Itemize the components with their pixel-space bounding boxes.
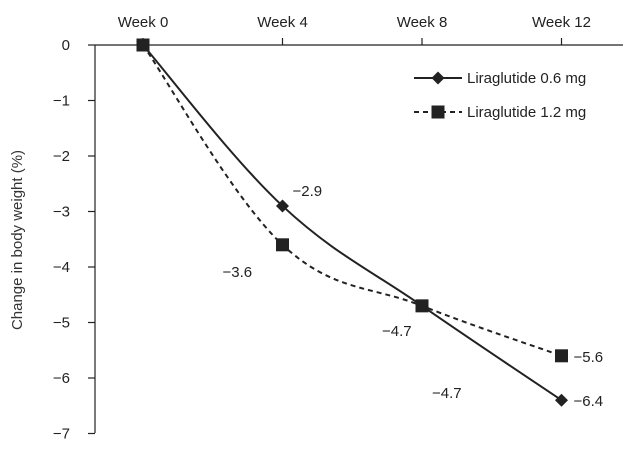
x-tick-label: Week 12 [532, 14, 591, 31]
series-2-point [555, 349, 568, 363]
x-tick-label: Week 0 [118, 14, 169, 31]
data-label: −5.6 [574, 349, 604, 366]
data-label: −4.7 [382, 323, 412, 340]
y-tick-label: −7 [53, 426, 70, 443]
y-axis-title: Change in body weight (%) [9, 150, 26, 330]
legend-label-1: Liraglutide 0.6 mg [467, 70, 586, 87]
series-2-point [415, 299, 429, 313]
y-tick-label: −2 [53, 148, 70, 165]
legend-marker-1 [431, 71, 445, 85]
y-tick-label: −6 [53, 370, 70, 387]
y-tick-label: −4 [53, 259, 70, 276]
y-tick-label: −3 [53, 204, 70, 221]
series-2-point [276, 238, 289, 252]
x-tick-label: Week 4 [257, 14, 308, 31]
y-tick-label: −1 [53, 93, 70, 110]
legend-label-2: Liraglutide 1.2 mg [467, 104, 586, 121]
data-label: −6.4 [574, 393, 604, 410]
series-line-2 [142, 44, 562, 357]
y-tick-label: −5 [53, 315, 70, 332]
series-1-point [276, 199, 289, 213]
data-label: −2.9 [293, 183, 323, 200]
series-1-point [555, 393, 568, 407]
y-tick-label: 0 [62, 37, 70, 54]
series-2-point [136, 38, 150, 52]
legend-marker-2 [431, 105, 445, 119]
data-label: −4.7 [432, 385, 462, 402]
series-line-1 [142, 44, 563, 402]
data-label: −3.6 [223, 264, 253, 281]
x-tick-label: Week 8 [397, 14, 448, 31]
